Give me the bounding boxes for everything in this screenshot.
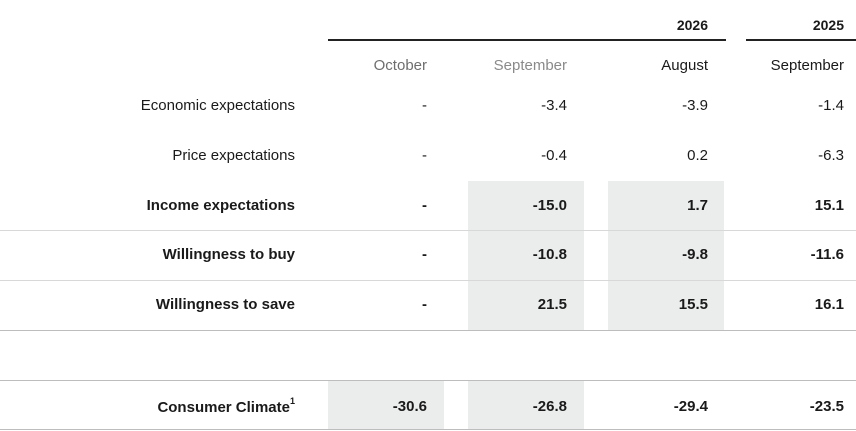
- cell-buy-september-prev: -11.6: [810, 246, 844, 263]
- month-header-september-previous: September: [770, 57, 844, 74]
- cell-income-september-prev: 15.1: [814, 197, 844, 214]
- cell-climate-october: -30.6: [392, 398, 427, 415]
- year-rule-current: [328, 39, 726, 41]
- climate-bottom-divider: [0, 429, 856, 430]
- cell-economic-october: -: [422, 97, 427, 114]
- year-header-current: 2026: [676, 17, 708, 33]
- cell-price-october: -: [422, 147, 427, 164]
- climate-top-divider: [0, 380, 856, 381]
- cell-income-august: 1.7: [687, 197, 708, 214]
- cell-save-september-prev: 16.1: [814, 296, 844, 313]
- cell-save-august: 15.5: [678, 296, 708, 313]
- year-rule-previous: [746, 39, 856, 41]
- cell-save-september: 21.5: [537, 296, 567, 313]
- cell-climate-september-prev: -23.5: [809, 398, 844, 415]
- month-header-august: August: [661, 57, 708, 74]
- cell-buy-august: -9.8: [682, 246, 708, 263]
- cell-economic-september-prev: -1.4: [818, 97, 844, 114]
- row-label-economic-expectations: Economic expectations: [140, 97, 295, 114]
- cell-income-october: -: [422, 197, 427, 214]
- cell-save-october: -: [422, 296, 427, 313]
- month-header-october: October: [373, 57, 427, 74]
- row-label-willingness-to-buy: Willingness to buy: [162, 246, 295, 263]
- row-divider-save: [0, 330, 856, 331]
- shade-climate-september: [468, 380, 584, 430]
- shade-climate-october: [328, 380, 444, 430]
- cell-economic-september: -3.4: [541, 97, 567, 114]
- row-label-price-expectations: Price expectations: [172, 147, 295, 164]
- cell-price-august: 0.2: [687, 147, 708, 164]
- cell-income-september: -15.0: [532, 197, 567, 214]
- consumer-climate-label: Consumer Climate: [157, 399, 290, 416]
- footnote-marker: 1: [289, 396, 295, 406]
- row-divider-buy: [0, 280, 856, 281]
- shade-september-block: [468, 181, 584, 330]
- shade-august-block: [608, 181, 724, 330]
- cell-buy-september: -10.8: [532, 246, 567, 263]
- cell-price-september: -0.4: [541, 147, 567, 164]
- month-header-september-current: September: [493, 57, 567, 74]
- cell-economic-august: -3.9: [682, 97, 708, 114]
- row-label-willingness-to-save: Willingness to save: [155, 296, 295, 313]
- row-divider-income: [0, 230, 856, 231]
- row-label-income-expectations: Income expectations: [146, 197, 295, 214]
- cell-buy-october: -: [422, 246, 427, 263]
- year-header-previous: 2025: [812, 17, 844, 33]
- cell-price-september-prev: -6.3: [818, 147, 844, 164]
- cell-climate-august: -29.4: [673, 398, 708, 415]
- row-label-consumer-climate: Consumer Climate1: [157, 396, 295, 416]
- cell-climate-september: -26.8: [532, 398, 567, 415]
